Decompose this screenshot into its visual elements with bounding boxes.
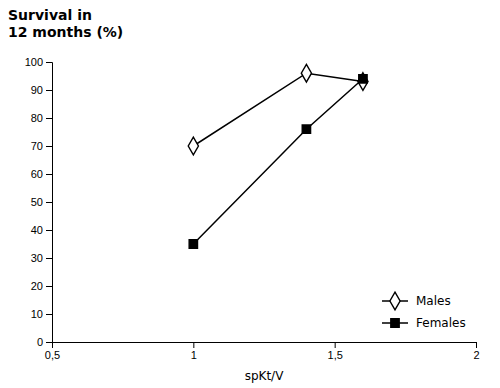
x-axis-title: spKt/V: [245, 369, 284, 383]
tick-label: 80: [31, 112, 43, 124]
tick-label: 1,5: [328, 349, 343, 361]
tick-mark: [46, 314, 52, 315]
tick-label: 1: [191, 349, 197, 361]
tick: 1: [191, 342, 197, 361]
legend: Males Females: [382, 292, 466, 330]
tick-mark: [46, 230, 52, 231]
tick-mark: [476, 342, 477, 348]
line: [193, 73, 363, 146]
point: [359, 75, 367, 83]
tick: 90: [31, 84, 52, 96]
legend-item: Females: [382, 316, 466, 330]
point: [188, 137, 198, 155]
tick-label: 2: [473, 349, 479, 361]
tick-label: 70: [31, 140, 43, 152]
point: [358, 73, 368, 91]
point: [189, 240, 197, 248]
tick-label: 0,5: [45, 349, 60, 361]
x-axis: 0,5 1 1,5 2: [45, 342, 480, 361]
tick-label: 0: [37, 336, 43, 348]
tick-label: 50: [31, 196, 43, 208]
legend-item: Males: [382, 292, 451, 310]
tick: 30: [31, 252, 52, 264]
tick: 60: [31, 168, 52, 180]
line: [193, 79, 363, 244]
tick-mark: [46, 342, 52, 343]
tick-mark: [46, 118, 52, 119]
series-group: [188, 64, 368, 248]
tick-mark: [46, 286, 52, 287]
tick-mark: [46, 202, 52, 203]
tick: 10: [31, 308, 52, 320]
y-axis-line: [46, 63, 53, 343]
tick: 0,5: [45, 342, 60, 361]
legend-label: Females: [416, 316, 466, 330]
point: [301, 64, 311, 82]
tick-label: 40: [31, 224, 43, 236]
tick-mark: [46, 258, 52, 259]
plot: 0,511,520102030405060708090100MalesFemal…: [25, 56, 480, 361]
tick-label: 90: [31, 84, 43, 96]
legend-marker: [390, 292, 400, 310]
legend-label: Males: [416, 294, 451, 308]
tick: 70: [31, 140, 52, 152]
tick-mark: [335, 342, 336, 348]
tick-mark: [46, 90, 52, 91]
tick-label: 100: [25, 56, 43, 68]
y-axis: 0 10 20 30 40 50 60 70 80 90 100: [25, 56, 53, 348]
tick: 50: [31, 196, 52, 208]
tick-label: 20: [31, 280, 43, 292]
tick-mark: [46, 62, 52, 63]
tick: 80: [31, 112, 52, 124]
tick-mark: [46, 174, 52, 175]
tick-label: 60: [31, 168, 43, 180]
tick-mark: [46, 146, 52, 147]
point: [302, 125, 310, 133]
tick: 40: [31, 224, 52, 236]
legend-marker: [391, 319, 399, 327]
tick: 1,5: [328, 342, 343, 361]
x-axis-line: [53, 343, 477, 349]
tick-label: 30: [31, 252, 43, 264]
tick-label: 10: [31, 308, 43, 320]
chart: Survival in12 months (%)0,511,5201020304…: [0, 0, 500, 388]
tick: 0: [37, 336, 52, 348]
tick: 2: [473, 342, 479, 361]
tick-mark: [193, 342, 194, 348]
tick: 100: [25, 56, 52, 68]
title: Survival in12 months (%): [8, 7, 123, 40]
tick: 20: [31, 280, 52, 292]
